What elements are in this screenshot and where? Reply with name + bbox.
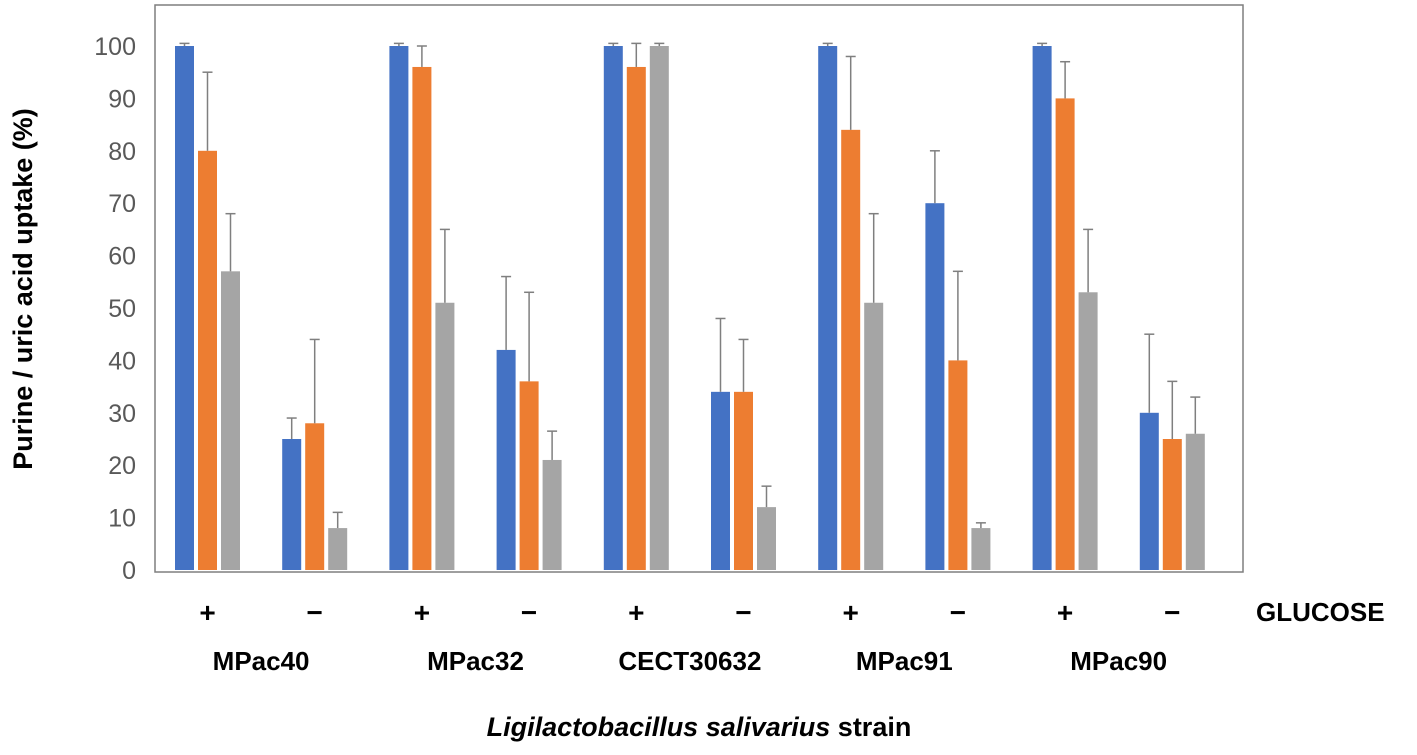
glucose-sign: −	[1164, 597, 1180, 628]
bar	[305, 423, 325, 570]
glucose-sign: −	[521, 597, 537, 628]
bar	[711, 391, 730, 570]
strain-label: MPac91	[856, 646, 953, 676]
bar	[818, 46, 838, 570]
strain-label: CECT30632	[618, 646, 761, 676]
y-tick-label: 10	[108, 505, 136, 533]
y-tick-label: 80	[108, 138, 136, 166]
glucose-sign: −	[950, 597, 966, 628]
y-tick-label: 90	[108, 85, 136, 113]
strain-label: MPac90	[1070, 646, 1167, 676]
bar	[221, 271, 240, 570]
bar	[1162, 439, 1182, 570]
bar	[649, 46, 669, 570]
bar	[734, 391, 753, 570]
y-axis-title: Purine / uric acid uptake (%)	[8, 108, 38, 470]
bar	[1032, 46, 1052, 570]
glucose-sign: −	[735, 597, 751, 628]
glucose-sign: +	[199, 597, 215, 628]
bar	[435, 302, 455, 570]
strain-label: MPac40	[213, 646, 310, 676]
bar	[864, 302, 884, 570]
bar	[626, 66, 646, 571]
bar	[282, 439, 302, 570]
bar	[1055, 98, 1075, 571]
bar	[925, 203, 945, 570]
plot-area-frame	[154, 4, 1244, 573]
bar	[971, 528, 991, 570]
bar	[198, 150, 217, 571]
bar	[412, 66, 432, 571]
glucose-sign: −	[307, 597, 323, 628]
y-tick-label: 40	[108, 347, 136, 375]
bar	[603, 46, 623, 570]
glucose-sign: +	[843, 597, 859, 628]
bar	[542, 459, 562, 570]
x-axis-title-species: Ligilactobacillus salivarius	[487, 712, 831, 742]
bar	[328, 528, 348, 570]
y-tick-label: 30	[108, 400, 136, 428]
bar	[757, 507, 776, 570]
y-tick-label: 100	[94, 33, 136, 61]
bar	[948, 360, 968, 570]
bar	[496, 349, 516, 570]
bar	[1139, 412, 1159, 570]
error-bars	[179, 42, 1201, 529]
glucose-sign: +	[1057, 597, 1073, 628]
x-axis-title: Ligilactobacillus salivarius strain	[487, 712, 912, 742]
y-tick-label: 70	[108, 190, 136, 218]
x-axis-title-suffix: strain	[830, 712, 911, 742]
glucose-sign: +	[414, 597, 430, 628]
y-tick-label: 20	[108, 452, 136, 480]
glucose-sign: +	[628, 597, 644, 628]
y-tick-label: 0	[122, 557, 136, 585]
strain-labels: MPac40 MPac32 CECT30632 MPac91 MPac90	[213, 646, 1167, 676]
bar	[389, 46, 409, 570]
bar	[1078, 292, 1098, 570]
bars	[175, 46, 1205, 571]
bar	[1185, 433, 1205, 570]
y-tick-label: 50	[108, 295, 136, 323]
glucose-label: GLUCOSE	[1256, 597, 1385, 627]
bar	[519, 381, 539, 570]
bar	[175, 46, 194, 570]
y-tick-label: 60	[108, 243, 136, 271]
y-axis-ticks: 0 10 20 30 40 50 60 70 80 90 100	[94, 33, 136, 585]
strain-label: MPac32	[427, 646, 524, 676]
bar	[841, 129, 861, 570]
glucose-signs: + − + − + − + − + −	[199, 597, 1180, 628]
